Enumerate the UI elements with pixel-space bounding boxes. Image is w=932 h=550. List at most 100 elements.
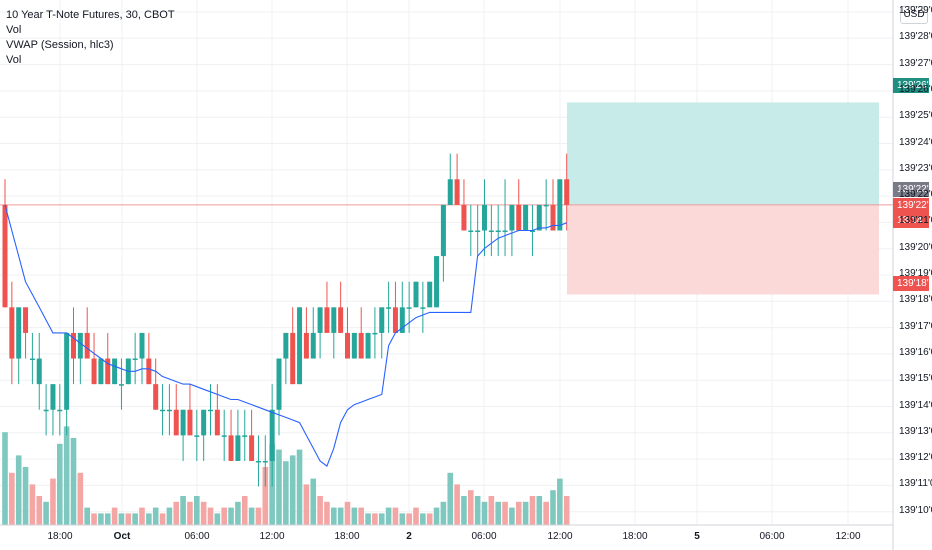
last-price-label: 139'22'0 bbox=[893, 198, 932, 213]
price-tick: 139'22'0 bbox=[899, 189, 932, 201]
volume-bar bbox=[406, 513, 412, 525]
volume-bar bbox=[15, 455, 22, 525]
candle-body bbox=[112, 358, 118, 385]
price-tick: 139'14'0 bbox=[899, 399, 932, 411]
volume-bar bbox=[104, 513, 111, 525]
candle-body bbox=[468, 230, 474, 232]
candle-body bbox=[180, 409, 186, 436]
price-tick: 139'19'0 bbox=[899, 268, 932, 279]
candle-body bbox=[242, 435, 248, 437]
volume-bar bbox=[426, 513, 433, 525]
symbol-title: 10 Year T-Note Futures, 30, CBOT bbox=[6, 9, 175, 21]
price-tick: 139'12'0 bbox=[899, 452, 932, 464]
volume-bar bbox=[522, 501, 529, 525]
volume-bar bbox=[447, 472, 454, 525]
time-tick: 12:00 bbox=[259, 531, 285, 542]
candle-body bbox=[564, 179, 570, 205]
volume-bar bbox=[289, 455, 296, 525]
volume-bar bbox=[166, 507, 173, 525]
chart-legend: 10 Year T-Note Futures, 30, CBOT Vol VWA… bbox=[6, 8, 175, 68]
candle-body bbox=[214, 409, 220, 436]
candle-body bbox=[317, 307, 323, 333]
volume-bar bbox=[235, 501, 241, 525]
volume-bar bbox=[255, 507, 262, 525]
currency-button[interactable]: USD bbox=[900, 6, 928, 24]
volume-bar bbox=[385, 507, 392, 525]
volume-bar bbox=[358, 507, 364, 525]
candle-body bbox=[536, 204, 542, 231]
candle-body bbox=[283, 332, 289, 359]
candle-body bbox=[475, 230, 481, 232]
candle-body bbox=[269, 409, 275, 461]
volume-bar bbox=[440, 501, 447, 525]
volume-bar bbox=[22, 467, 29, 525]
volume-bar bbox=[324, 501, 330, 525]
volume-bar bbox=[159, 513, 166, 525]
candle-body bbox=[310, 332, 316, 359]
candle-body bbox=[297, 307, 303, 385]
volume-bar bbox=[509, 507, 515, 525]
candle-body bbox=[84, 332, 90, 359]
volume-bar bbox=[36, 496, 43, 525]
volume-bar bbox=[194, 496, 200, 525]
volume-bar bbox=[276, 449, 282, 525]
volume-bar bbox=[57, 443, 63, 525]
candle-body bbox=[43, 409, 49, 412]
candle-body bbox=[482, 204, 487, 231]
volume-bar bbox=[310, 478, 317, 525]
volume-bar bbox=[488, 496, 495, 525]
volume-bar bbox=[77, 472, 84, 525]
candle-body bbox=[550, 204, 556, 231]
candle-body bbox=[153, 384, 159, 410]
volume-bar bbox=[139, 507, 145, 525]
volume-bar bbox=[563, 496, 570, 525]
legend-vwap: VWAP (Session, hlc3) bbox=[6, 39, 114, 51]
time-tick: Oct bbox=[113, 531, 131, 542]
candle-body bbox=[406, 307, 412, 309]
volume-bar bbox=[392, 507, 399, 525]
volume-bar bbox=[433, 507, 440, 525]
volume-bar bbox=[550, 490, 556, 525]
volume-bar bbox=[413, 507, 419, 525]
candle-body bbox=[77, 332, 83, 359]
candle-body bbox=[509, 204, 515, 231]
price-tick: 139'10'0 bbox=[899, 504, 932, 516]
candle-body bbox=[358, 332, 364, 359]
candle-body bbox=[132, 358, 138, 361]
candle-body bbox=[208, 409, 213, 412]
candle-body bbox=[434, 256, 440, 308]
volume-bar bbox=[296, 449, 303, 525]
stop-price-label: 139'18'5 bbox=[893, 276, 932, 291]
volume-bar bbox=[543, 501, 549, 525]
time-tick: 18:00 bbox=[47, 531, 73, 542]
countdown-label: 13:14 bbox=[893, 213, 929, 228]
candle-body bbox=[345, 332, 350, 359]
candle-body bbox=[23, 307, 29, 333]
candle-body bbox=[379, 307, 385, 333]
candle-body bbox=[454, 179, 460, 205]
candle-body bbox=[194, 435, 200, 437]
candle-body bbox=[543, 204, 549, 207]
candle-body bbox=[29, 358, 35, 361]
volume-bar bbox=[111, 507, 118, 525]
candle-body bbox=[399, 307, 405, 333]
volume-bar bbox=[262, 467, 269, 525]
volume-bar bbox=[187, 501, 193, 525]
candle-body bbox=[488, 230, 494, 232]
price-tick: 139'25'0 bbox=[899, 110, 932, 122]
volume-bar bbox=[515, 501, 522, 525]
candle-body bbox=[331, 307, 337, 333]
volume-bar bbox=[84, 507, 90, 525]
volume-bar bbox=[454, 484, 460, 525]
volume-bar bbox=[344, 501, 351, 525]
candle-body bbox=[50, 384, 56, 410]
candle-body bbox=[516, 204, 522, 231]
time-tick: 2 bbox=[406, 531, 412, 542]
vwap-line bbox=[4, 204, 567, 467]
candle-body bbox=[118, 384, 124, 386]
volume-bar bbox=[221, 507, 227, 525]
price-tick: 139'13'0 bbox=[899, 425, 932, 437]
candle-body bbox=[2, 204, 8, 308]
volume-bar bbox=[132, 513, 138, 525]
